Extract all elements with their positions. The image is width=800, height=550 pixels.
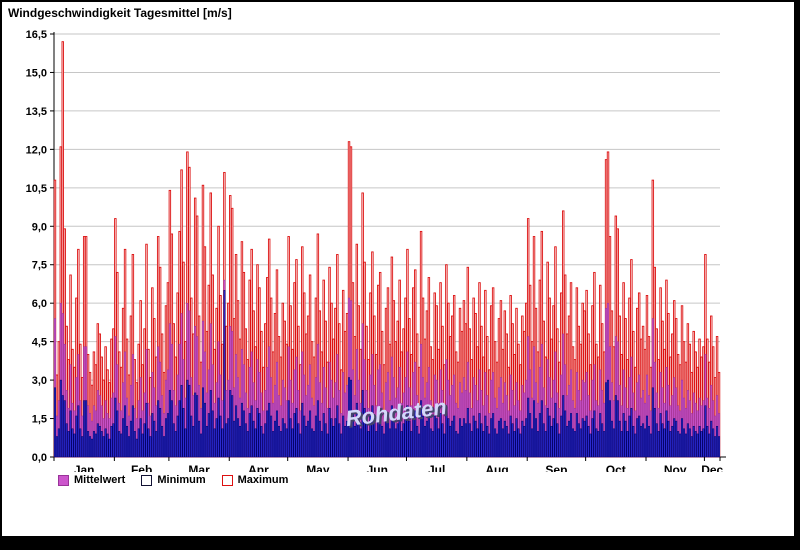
svg-text:15,0: 15,0 <box>26 67 47 79</box>
svg-text:10,5: 10,5 <box>26 183 47 195</box>
svg-text:Dec: Dec <box>701 463 723 472</box>
svg-text:0,0: 0,0 <box>32 452 47 464</box>
wind-speed-bar-chart: 0,0 1,5 3,0 4,5 6,0 7,5 9,0 10,5 12,0 13,5 15,0 16,… <box>26 29 726 472</box>
maximum-swatch <box>221 474 233 486</box>
svg-text:Mar: Mar <box>188 463 210 472</box>
legend-label-mittelwert: Mittelwert <box>74 474 126 486</box>
minimum-swatch <box>141 474 153 486</box>
svg-text:12,0: 12,0 <box>26 144 47 156</box>
svg-text:May: May <box>306 463 330 472</box>
svg-text:Nov: Nov <box>664 463 687 472</box>
svg-text:9,0: 9,0 <box>32 221 47 233</box>
legend-item-maximum: Maximum <box>221 474 289 486</box>
svg-text:Feb: Feb <box>131 463 152 472</box>
svg-text:16,5: 16,5 <box>26 29 47 41</box>
chart-legend: Mittelwert Minimum Maximum <box>58 474 288 486</box>
svg-text:3,0: 3,0 <box>32 375 47 387</box>
legend-item-minimum: Minimum <box>141 474 206 486</box>
svg-text:13,5: 13,5 <box>26 106 47 118</box>
svg-text:Jul: Jul <box>428 463 445 472</box>
legend-item-mittelwert: Mittelwert <box>58 474 125 486</box>
svg-text:Jun: Jun <box>367 463 388 472</box>
svg-text:7,5: 7,5 <box>32 260 47 272</box>
svg-text:1,5: 1,5 <box>32 414 47 426</box>
legend-label-minimum: Minimum <box>157 474 206 486</box>
svg-text:Sep: Sep <box>545 463 567 472</box>
svg-text:6,0: 6,0 <box>32 298 47 310</box>
legend-label-maximum: Maximum <box>237 474 289 486</box>
svg-text:Apr: Apr <box>248 463 269 472</box>
svg-text:Jan: Jan <box>74 463 95 472</box>
mittelwert-swatch <box>58 474 69 486</box>
svg-text:Aug: Aug <box>485 463 508 472</box>
svg-text:4,5: 4,5 <box>32 337 47 349</box>
svg-text:Oct: Oct <box>606 463 626 472</box>
chart-title: Windgeschwindigkeit Tagesmittel [m/s] <box>8 6 232 20</box>
